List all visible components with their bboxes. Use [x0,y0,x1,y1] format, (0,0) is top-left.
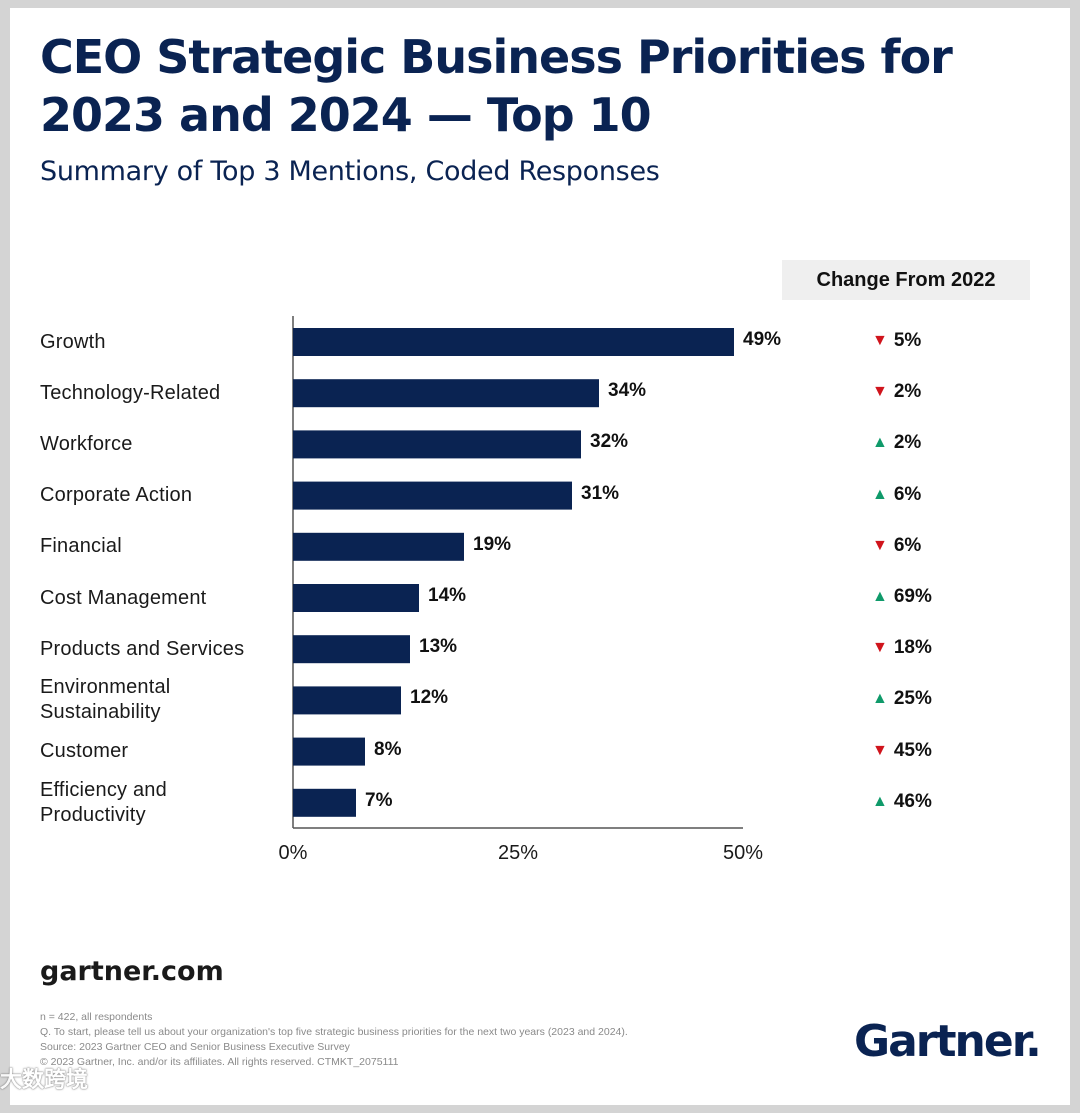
x-tick-label: 50% [722,842,764,864]
category-label: Cost Management [40,586,280,611]
triangle-up-icon: ▲ [872,690,888,708]
category-label: Financial [40,534,280,559]
change-indicator: ▼ 6% [872,535,921,557]
change-value: 45% [893,739,932,761]
category-label: Customer [40,739,280,764]
triangle-up-icon: ▲ [872,588,888,605]
x-tick-label: 25% [497,842,539,864]
category-label-line: Sustainability [40,701,161,724]
change-value: 5% [893,330,922,351]
bar-customer [293,737,365,766]
bar-value-label: 31% [581,482,620,504]
change-indicator: ▲ 69% [872,586,932,608]
bar-value-label: 8% [374,738,402,760]
chart-title: CEO Strategic Business Priorities for 20… [40,30,953,142]
category-label: Growth [40,330,280,355]
triangle-up-icon: ▲ [872,792,888,810]
bar-value-label: 7% [365,789,393,811]
category-label-line: Technology-Related [40,381,221,404]
triangle-down-icon: ▼ [872,741,888,759]
bar-value-label: 14% [428,585,467,606]
bar-value-label: 34% [608,380,647,402]
site-url[interactable]: gartner.com [40,956,224,987]
category-label-line: Customer [40,740,129,763]
chart-subtitle: Summary of Top 3 Mentions, Coded Respons… [40,156,660,187]
change-value: 6% [893,534,922,556]
category-label-line: Corporate Action [40,484,193,507]
category-label: Efficiency and Productivity [40,778,280,828]
bar-value-label: 13% [419,636,458,658]
footnote-sample: n = 422, all respondents [40,1011,153,1023]
bar-value-label: 12% [410,687,449,709]
category-label-line: Growth [40,330,106,353]
gartner-logo: Gartner. [854,1016,1042,1067]
category-label-line: Workforce [40,432,133,455]
category-label-line: Environmental [40,676,171,699]
watermark: 大数跨境 [0,1067,89,1092]
change-value: 6% [893,483,922,505]
change-indicator: ▲ 2% [872,432,921,454]
bar-growth [293,328,734,356]
change-indicator: ▼ 18% [872,637,932,659]
footnote-source: Source: 2023 Gartner CEO and Senior Busi… [40,1041,350,1053]
bar-technology-related [293,379,599,408]
change-value: 25% [893,688,932,710]
bar-value-label: 32% [590,431,629,453]
change-indicator: ▲ 25% [872,688,932,710]
category-label: Environmental Sustainability [40,675,280,725]
bar-financial [293,532,464,561]
change-value: 46% [893,790,932,812]
bar-value-label: 19% [473,533,512,555]
bar-efficiency-and-productivity [293,788,356,817]
category-label-line: Financial [40,535,122,558]
category-label-line: Productivity [40,803,146,826]
bar-value-label: 49% [743,329,782,350]
bar-environmental-sustainability [293,686,401,715]
bar-corporate-action [293,481,572,510]
triangle-up-icon: ▲ [872,434,888,452]
change-indicator: ▲ 6% [872,484,921,506]
infographic-card [10,8,1070,1105]
triangle-up-icon: ▲ [872,485,888,503]
bar-products-and-services [293,635,410,664]
triangle-down-icon: ▼ [872,536,888,554]
change-indicator: ▲ 46% [872,791,932,813]
category-label-line: Cost Management [40,586,207,609]
footnote-question: Q. To start, please tell us about your o… [40,1026,628,1038]
footnote-copyright: © 2023 Gartner, Inc. and/or its affiliat… [40,1056,399,1068]
x-tick-label: 0% [278,842,308,864]
change-column-header: Change From 2022 [782,260,1030,300]
category-label-line: Efficiency and [40,778,167,801]
category-label: Products and Services [40,637,280,662]
change-value: 69% [893,586,932,607]
triangle-down-icon: ▼ [872,383,888,401]
change-indicator: ▼ 2% [872,381,921,403]
change-indicator: ▼ 5% [872,330,921,352]
bar-cost-management [293,584,419,612]
change-value: 18% [893,637,932,659]
category-label: Workforce [40,432,280,457]
category-label: Technology-Related [40,381,280,406]
category-label: Corporate Action [40,483,280,508]
change-value: 2% [893,381,922,403]
change-value: 2% [893,432,922,454]
change-indicator: ▼ 45% [872,740,932,762]
category-label-line: Products and Services [40,637,245,660]
triangle-down-icon: ▼ [872,332,888,349]
bar-workforce [293,430,581,459]
triangle-down-icon: ▼ [872,639,888,657]
